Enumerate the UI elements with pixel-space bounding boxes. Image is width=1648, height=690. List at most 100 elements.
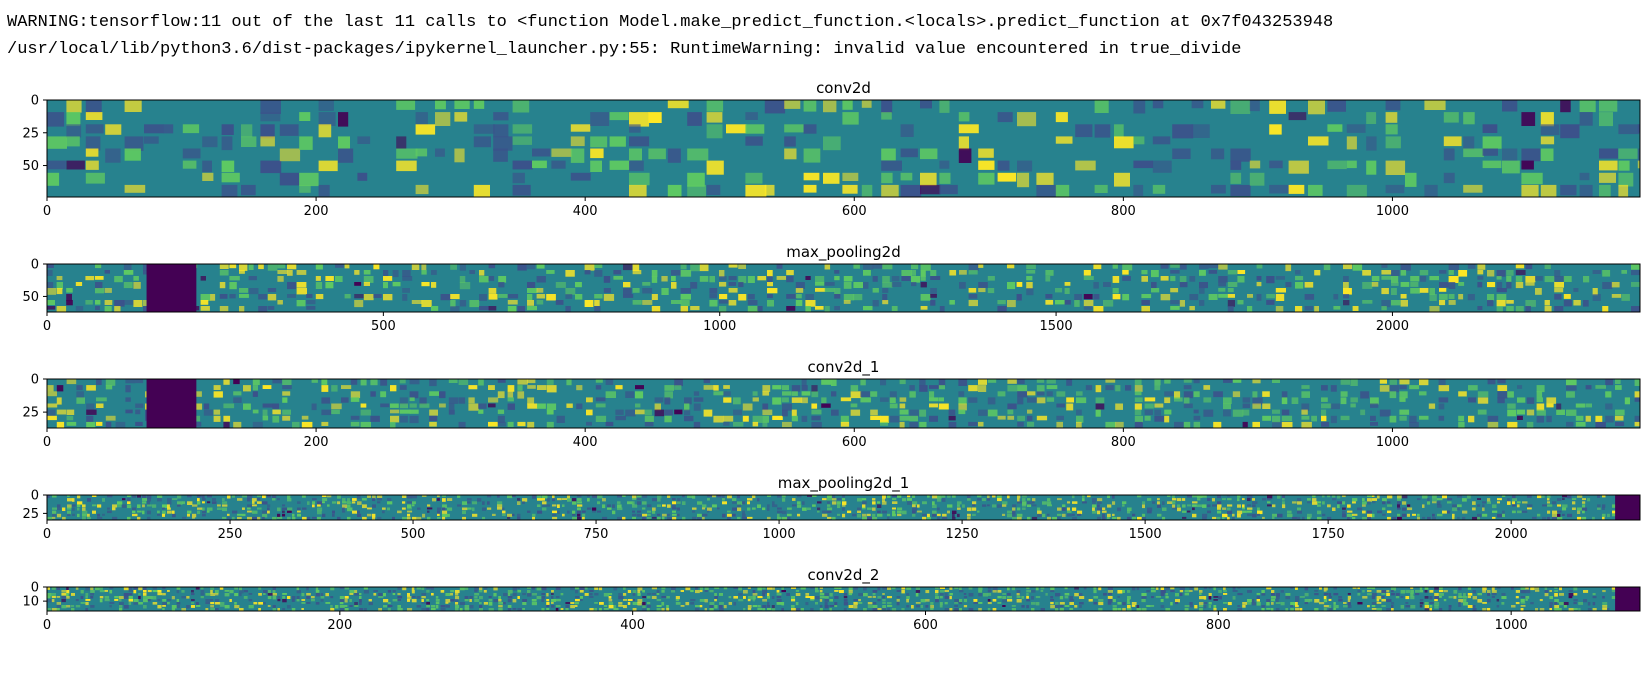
- activation-cell: [592, 510, 597, 513]
- activation-cell: [1497, 385, 1508, 391]
- activation-cell: [47, 593, 52, 597]
- activation-cell: [811, 409, 822, 415]
- activation-cell: [819, 593, 825, 596]
- activation-cell: [479, 270, 485, 276]
- activation-cell: [397, 593, 401, 596]
- activation-cell: [767, 294, 773, 299]
- activation-cell: [1285, 596, 1291, 600]
- activation-cell: [318, 112, 336, 126]
- activation-cell: [719, 282, 727, 287]
- activation-cell: [978, 282, 988, 288]
- activation-cell: [1405, 602, 1409, 604]
- activation-cell: [532, 495, 536, 499]
- activation-cell: [872, 608, 878, 611]
- x-tick-label: 1000: [763, 527, 796, 542]
- activation-cell: [429, 421, 437, 427]
- activation-cell: [622, 516, 626, 520]
- activation-cell: [1521, 172, 1543, 185]
- activation-cell: [685, 587, 691, 591]
- activation-cell: [317, 516, 321, 520]
- activation-cell: [959, 587, 962, 590]
- activation-cell: [1266, 599, 1271, 603]
- activation-cell: [1352, 498, 1358, 502]
- activation-cell: [239, 590, 244, 594]
- activation-cell: [90, 593, 94, 596]
- activation-cell: [656, 590, 660, 594]
- activation-cell: [837, 501, 841, 505]
- activation-cell: [468, 397, 475, 404]
- activation-cell: [455, 596, 460, 600]
- activation-cell: [327, 495, 332, 498]
- activation-cell: [843, 282, 852, 289]
- activation-cell: [805, 276, 811, 280]
- y-tick-label: 0: [31, 258, 39, 273]
- activation-cell: [373, 590, 378, 592]
- activation-cell: [357, 501, 362, 505]
- activation-cell: [527, 510, 531, 513]
- activation-cell: [1352, 264, 1363, 271]
- activation-cell: [857, 498, 863, 502]
- activation-cell: [61, 596, 67, 599]
- activation-image: [47, 264, 1640, 312]
- activation-cell: [383, 593, 386, 597]
- activation-cell: [522, 608, 525, 610]
- activation-cell: [1183, 403, 1193, 409]
- activation-cell: [1257, 510, 1263, 515]
- activation-cell: [867, 602, 873, 605]
- activation-cell: [498, 608, 503, 611]
- activation-cell: [1079, 596, 1085, 599]
- activation-cell: [1497, 513, 1503, 518]
- activation-cell: [1463, 184, 1483, 193]
- activation-cell: [1222, 516, 1225, 519]
- activation-cell: [1330, 415, 1337, 424]
- activation-cell: [1360, 409, 1366, 416]
- activation-cell: [822, 498, 827, 501]
- activation-cell: [187, 495, 192, 498]
- activation-cell: [777, 507, 782, 510]
- activation-cell: [52, 507, 58, 510]
- activation-cell: [357, 172, 368, 181]
- activation-cell: [978, 264, 984, 268]
- activation-cell: [1517, 415, 1523, 420]
- activation-cell: [124, 100, 142, 112]
- activation-cell: [762, 415, 769, 423]
- activation-cell: [1112, 608, 1118, 611]
- activation-cell: [1615, 409, 1625, 416]
- activation-cell: [267, 605, 271, 607]
- activation-cell: [617, 507, 623, 511]
- activation-cell: [1232, 409, 1244, 417]
- activation-cell: [162, 513, 165, 517]
- activation-cell: [800, 608, 804, 611]
- activation-cell: [1266, 300, 1275, 305]
- activation-cell: [512, 513, 515, 517]
- activation-cell: [919, 409, 927, 417]
- activation-cell: [587, 498, 590, 502]
- activation-cell: [507, 397, 514, 402]
- activation-cell: [312, 501, 316, 504]
- activation-cell: [85, 593, 89, 596]
- activation-cell: [399, 385, 407, 390]
- activation-cell: [1045, 276, 1051, 282]
- activation-cell: [623, 294, 634, 298]
- activation-cell: [1477, 282, 1483, 288]
- activation-cell: [1256, 264, 1263, 269]
- activation-cell: [527, 288, 538, 293]
- activation-cell: [263, 590, 268, 594]
- activation-cell: [527, 403, 538, 409]
- activation-cell: [757, 306, 763, 312]
- activation-cell: [507, 403, 515, 410]
- activation-cell: [767, 507, 770, 511]
- activation-cell: [1067, 507, 1070, 511]
- activation-cell: [1568, 590, 1573, 593]
- activation-cell: [1397, 516, 1402, 520]
- activation-cell: [781, 590, 786, 593]
- activation-cell: [127, 504, 132, 509]
- activation-cell: [1496, 276, 1502, 280]
- activation-cell: [906, 593, 910, 596]
- activation-cell: [1372, 498, 1377, 501]
- activation-cell: [1007, 300, 1016, 308]
- activation-cell: [1237, 605, 1241, 607]
- activation-cell: [572, 510, 576, 514]
- activation-cell: [1582, 501, 1586, 504]
- activation-cell: [613, 605, 617, 609]
